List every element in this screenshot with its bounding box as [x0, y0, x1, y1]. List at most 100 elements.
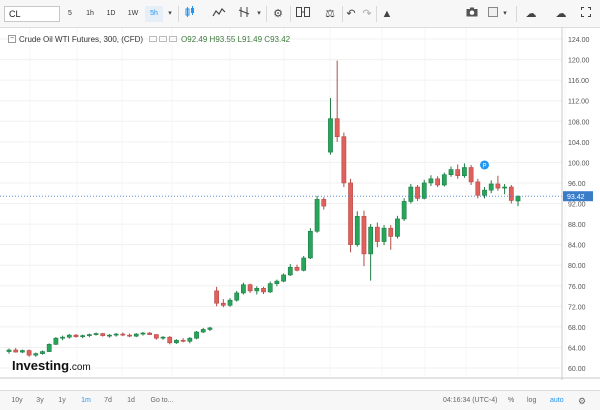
- interval-5-button[interactable]: 5: [68, 10, 72, 17]
- candle-body: [281, 274, 286, 282]
- candle-body: [488, 183, 494, 191]
- candle-body: [33, 353, 39, 356]
- candle-body: [354, 216, 360, 245]
- range-1m-button[interactable]: 1m: [81, 397, 91, 404]
- y-tick-label: 104.00: [568, 140, 590, 147]
- candle-body: [127, 334, 132, 337]
- candle-body: [455, 169, 461, 177]
- interval-1w-button[interactable]: 1W: [127, 10, 139, 17]
- candle-body: [328, 118, 333, 153]
- candle-body: [66, 334, 72, 338]
- percent-toggle[interactable]: %: [508, 397, 515, 404]
- candle-body: [495, 183, 501, 189]
- candle-body: [180, 339, 186, 342]
- candle-body: [508, 186, 514, 201]
- price-chart[interactable]: P 124.00 120.00 116.00 112.00 108.00 104.00 10…: [0, 28, 600, 388]
- candle-body: [234, 292, 240, 301]
- gear-icon[interactable]: ⚙: [273, 8, 283, 20]
- candles-icon[interactable]: [182, 6, 198, 22]
- alert-scale-icon[interactable]: ⚖: [325, 8, 335, 20]
- candle-body: [261, 288, 266, 293]
- close-value: 93.42: [270, 34, 291, 44]
- templates-icon[interactable]: [294, 6, 312, 22]
- candle-body: [46, 344, 52, 352]
- undo-icon[interactable]: ↶: [346, 8, 356, 20]
- fullscreen-tree-icon[interactable]: ▲: [381, 8, 393, 20]
- candle-body: [401, 201, 407, 220]
- y-tick-label: 112.00: [568, 99, 589, 106]
- color-swatch-icon[interactable]: [486, 6, 500, 22]
- redo-icon[interactable]: ↷: [362, 8, 372, 20]
- candle-body: [341, 136, 347, 184]
- candle-body: [73, 334, 79, 337]
- candle-body: [502, 186, 507, 189]
- candle-body: [274, 280, 280, 284]
- y-tick-label: 108.00: [568, 119, 590, 126]
- fullscreen-icon[interactable]: [578, 6, 594, 22]
- candle-body: [435, 178, 441, 186]
- candle-body: [361, 216, 367, 255]
- compare-dropdown-icon[interactable]: ▾: [257, 10, 261, 17]
- chart-legend: − Crude Oil WTI Futures, 300, (CFD) O92.…: [8, 33, 290, 45]
- candle-body: [107, 334, 112, 337]
- y-tick-label: 72.00: [568, 304, 586, 311]
- swatch-dropdown-icon[interactable]: ▾: [503, 10, 507, 17]
- y-tick-label: 88.00: [568, 222, 586, 229]
- y-tick-label: 76.00: [568, 284, 586, 291]
- candle-body: [113, 333, 119, 336]
- goto-button[interactable]: Go to...: [150, 397, 174, 404]
- candle-body: [6, 349, 12, 352]
- y-tick-label: 120.00: [568, 58, 590, 65]
- candle-body: [388, 227, 394, 237]
- candle-body: [53, 337, 59, 345]
- y-tick-label: 100.00: [568, 160, 590, 167]
- range-10y-button[interactable]: 10y: [11, 397, 23, 404]
- auto-toggle[interactable]: auto: [550, 397, 564, 404]
- candle-body: [153, 334, 159, 339]
- last-price-badge: [563, 191, 593, 202]
- chart-area[interactable]: P 124.00 120.00 116.00 112.00 108.00 104.00 10…: [0, 28, 600, 388]
- candle-body: [475, 181, 481, 196]
- range-3y-button[interactable]: 3y: [36, 397, 44, 404]
- low-value: 91.49: [242, 34, 263, 44]
- settings-mini-icon[interactable]: [149, 36, 158, 42]
- interval-dropdown-icon[interactable]: ▾: [168, 10, 172, 17]
- cloud-icon[interactable]: ☁: [525, 8, 537, 20]
- candle-body: [20, 350, 25, 353]
- high-value: 93.55: [215, 34, 236, 44]
- range-7d-button[interactable]: 7d: [104, 397, 112, 404]
- instrument-title: Crude Oil WTI Futures, 300, (CFD): [19, 34, 144, 44]
- event-marker-label: P: [483, 163, 487, 169]
- event-marker[interactable]: [480, 160, 490, 170]
- range-1y-button[interactable]: 1y: [58, 397, 66, 404]
- y-tick-label: 96.00: [568, 181, 586, 188]
- indicators-icon[interactable]: [210, 6, 228, 22]
- close-mini-icon[interactable]: [159, 36, 168, 42]
- clock-readout: 04:16:34 (UTC-4): [443, 397, 498, 404]
- camera-icon[interactable]: [464, 6, 480, 22]
- range-1d-button[interactable]: 1d: [127, 397, 135, 404]
- candle-body: [294, 266, 300, 271]
- compare-icon[interactable]: [236, 6, 252, 22]
- candle-body: [147, 332, 153, 335]
- candle-body: [174, 339, 179, 344]
- y-tick-label: 92.00: [568, 202, 586, 209]
- interval-5h-button[interactable]: 5h: [145, 6, 163, 22]
- open-label: O: [181, 34, 188, 44]
- candle-body: [133, 333, 139, 337]
- y-tick-label: 68.00: [568, 325, 586, 332]
- candle-body: [408, 186, 414, 202]
- log-toggle[interactable]: log: [527, 397, 537, 404]
- visibility-mini-icon[interactable]: [169, 36, 178, 42]
- cloud-upload-icon[interactable]: ☁: [555, 8, 567, 20]
- candle-body: [247, 284, 253, 292]
- symbol-input[interactable]: CL: [4, 6, 60, 22]
- interval-1h-button[interactable]: 1h: [86, 10, 94, 17]
- gear-icon-bottom[interactable]: ⚙: [578, 396, 587, 406]
- collapse-icon[interactable]: −: [8, 35, 16, 43]
- interval-1d-button[interactable]: 1D: [106, 10, 116, 17]
- candle-body: [60, 336, 65, 339]
- candle-body: [482, 189, 487, 196]
- candle-body: [441, 174, 447, 186]
- close-label: C: [264, 34, 271, 44]
